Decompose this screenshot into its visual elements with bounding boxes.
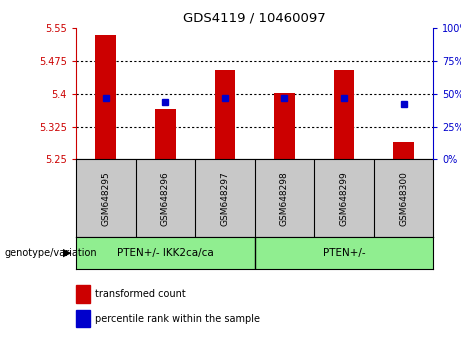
Text: GSM648299: GSM648299 bbox=[339, 171, 349, 226]
Text: GSM648295: GSM648295 bbox=[101, 171, 110, 226]
Text: GSM648297: GSM648297 bbox=[220, 171, 230, 226]
Text: percentile rank within the sample: percentile rank within the sample bbox=[95, 314, 260, 324]
Bar bbox=[334, 70, 355, 159]
Text: PTEN+/- IKK2ca/ca: PTEN+/- IKK2ca/ca bbox=[117, 248, 214, 258]
Bar bbox=[95, 35, 116, 159]
Text: ▶: ▶ bbox=[63, 248, 71, 258]
Text: GSM648298: GSM648298 bbox=[280, 171, 289, 226]
Text: transformed count: transformed count bbox=[95, 289, 185, 299]
Bar bbox=[393, 142, 414, 159]
Bar bbox=[155, 109, 176, 159]
Bar bbox=[214, 70, 236, 159]
Bar bbox=[274, 93, 295, 159]
Text: genotype/variation: genotype/variation bbox=[5, 248, 97, 258]
Text: PTEN+/-: PTEN+/- bbox=[323, 248, 365, 258]
Title: GDS4119 / 10460097: GDS4119 / 10460097 bbox=[183, 11, 326, 24]
Text: GSM648296: GSM648296 bbox=[161, 171, 170, 226]
Text: GSM648300: GSM648300 bbox=[399, 171, 408, 226]
